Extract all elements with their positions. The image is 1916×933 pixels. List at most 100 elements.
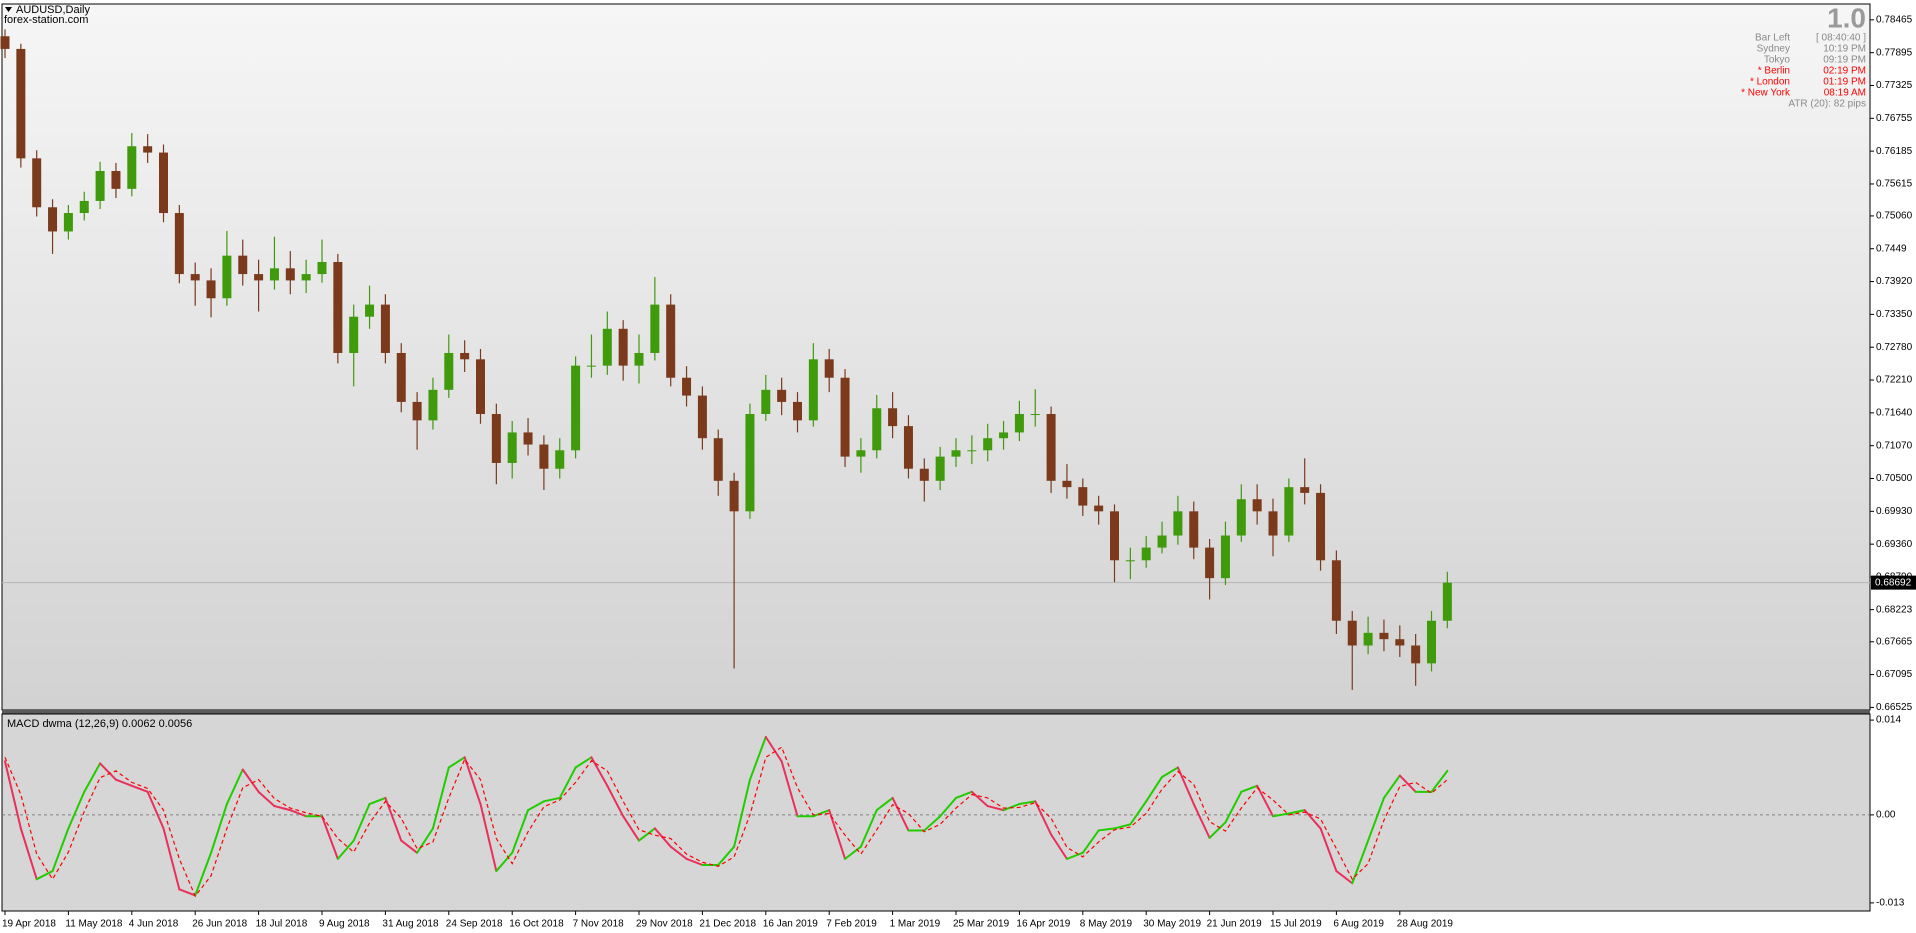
clock-value: 08:19 AM <box>1824 88 1866 99</box>
candle-body <box>634 352 644 366</box>
candle-body <box>1347 620 1357 646</box>
y-tick-label: 0.70500 <box>1876 473 1913 484</box>
y-tick-label: 0.014 <box>1876 715 1901 726</box>
macd-segment <box>1430 769 1449 793</box>
macd-segment <box>447 756 466 769</box>
candle-body <box>1331 560 1341 621</box>
candle-body <box>1442 582 1452 621</box>
macd-segment <box>558 766 577 799</box>
clock-label: * New York <box>1741 88 1791 99</box>
macd-segment <box>812 809 831 818</box>
macd-segment <box>1367 796 1385 842</box>
candle-body <box>1220 535 1230 579</box>
candle-body <box>333 261 343 353</box>
y-tick-label: 0.73920 <box>1876 276 1913 287</box>
candle-body <box>1395 639 1405 646</box>
macd-segment <box>1208 821 1227 839</box>
macd-segment <box>1272 812 1290 818</box>
clock-label: * Berlin <box>1758 66 1790 77</box>
y-tick-label: 0.71070 <box>1876 440 1913 451</box>
macd-segment <box>669 845 688 860</box>
y-tick-label: 0.69930 <box>1876 506 1913 517</box>
macd-segment <box>336 839 355 860</box>
y-tick-label: 0.69360 <box>1876 539 1913 550</box>
macd-segment <box>384 796 403 842</box>
big-label: 1.0 <box>1827 2 1866 33</box>
candle-body <box>1078 487 1088 506</box>
macd-segment <box>210 803 228 854</box>
candle-body <box>412 401 422 421</box>
y-tick-label: 0.76755 <box>1876 113 1913 124</box>
candle-body <box>999 432 1009 439</box>
x-tick-label: 8 May 2019 <box>1080 919 1133 930</box>
x-tick-label: 7 Nov 2018 <box>573 919 625 930</box>
macd-segment <box>400 839 419 854</box>
y-tick-label: 0.72780 <box>1876 342 1913 353</box>
macd-segment <box>606 784 625 818</box>
candle-body <box>349 316 359 353</box>
menu-arrow[interactable] <box>5 7 12 12</box>
macd-segment <box>130 784 149 793</box>
candle-body <box>301 274 311 281</box>
candle-body <box>682 377 692 396</box>
candle-body <box>127 146 137 189</box>
macd-segment <box>495 851 514 873</box>
y-tick-label: 0.78465 <box>1876 14 1913 25</box>
candle-body <box>729 480 739 512</box>
candle-body <box>1094 505 1104 512</box>
macd-segment <box>146 790 165 830</box>
clock-label: * London <box>1750 77 1790 88</box>
x-tick-label: 21 Dec 2018 <box>699 919 756 930</box>
candle-body <box>1189 511 1199 548</box>
candle-body <box>491 414 501 463</box>
clock-value: 01:19 PM <box>1823 77 1866 88</box>
candle-body <box>190 274 200 281</box>
macd-segment <box>923 815 942 832</box>
candle-body <box>745 414 755 512</box>
macd-segment <box>289 809 308 818</box>
macd-segment <box>1224 790 1243 824</box>
current-price-box <box>1871 575 1916 590</box>
y-tick-label: 0.75615 <box>1876 179 1913 190</box>
macd-segment <box>321 815 339 860</box>
clock-value: 02:19 PM <box>1823 66 1866 77</box>
macd-segment <box>685 857 704 866</box>
candle-body <box>1252 499 1262 512</box>
macd-segment <box>653 827 672 848</box>
macd-segment <box>431 766 450 830</box>
macd-segment <box>764 736 783 763</box>
candle-body <box>174 213 184 275</box>
y-tick-label: 0.77895 <box>1876 47 1913 58</box>
candle-body <box>935 456 945 481</box>
y-tick-label: 0.67665 <box>1876 636 1913 647</box>
candle-body <box>32 158 42 208</box>
x-tick-label: 6 Aug 2019 <box>1333 919 1384 930</box>
macd-segment <box>83 762 102 793</box>
macd-segment <box>1018 800 1037 806</box>
macd-segment <box>352 803 371 842</box>
candle-body <box>16 48 26 159</box>
macd-segment <box>970 790 989 808</box>
macd-segment <box>891 796 910 832</box>
macd-segment <box>1129 800 1148 826</box>
candle-body <box>285 268 295 281</box>
candle-body <box>317 261 327 275</box>
macd-segment <box>4 760 22 830</box>
macd-segment <box>241 768 260 793</box>
candle-body <box>856 450 866 457</box>
candle-body <box>396 352 406 402</box>
macd-segment <box>527 800 545 812</box>
y-tick-label: 0.00 <box>1876 810 1896 821</box>
macd-segment <box>162 827 181 891</box>
macd-segment <box>939 796 957 818</box>
x-tick-label: 11 May 2018 <box>65 919 123 930</box>
candle-body <box>444 352 454 390</box>
atr-label: ATR (20): 82 pips <box>1788 99 1866 110</box>
x-tick-label: 29 Nov 2018 <box>636 919 693 930</box>
candle-body <box>159 152 168 214</box>
candle-body <box>460 352 470 360</box>
candle-body <box>476 359 485 415</box>
candle-body <box>1236 499 1246 536</box>
candle-body <box>1030 414 1040 416</box>
